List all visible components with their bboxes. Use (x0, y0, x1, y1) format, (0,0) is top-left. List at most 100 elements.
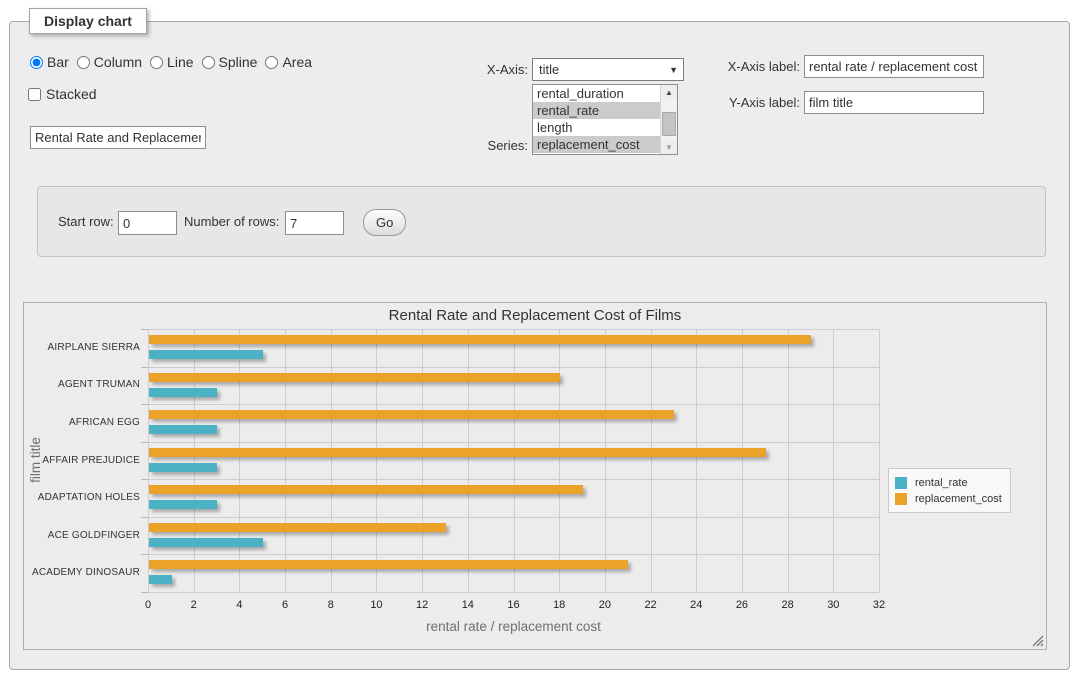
x-axis-selected-value: title (539, 62, 560, 77)
series-options: rental_duration rental_rate length replacem… (533, 85, 660, 154)
display-chart-panel: Display chart Bar Column Line Spline Area St… (9, 8, 1070, 670)
chart-bar-replacement_cost (149, 335, 812, 344)
y-tick-mark (141, 554, 148, 556)
chart-type-radio-bar[interactable] (30, 55, 43, 69)
gridline-horizontal (148, 554, 879, 556)
x-axis-label-input[interactable] (804, 55, 984, 78)
start-row-label: Start row: (58, 214, 114, 229)
series-option-replacement_cost[interactable]: replacement_cost (533, 136, 660, 153)
y-tick-mark (141, 479, 148, 481)
category-label: AIRPLANE SIERRA (47, 341, 140, 353)
gridline-vertical (422, 329, 424, 592)
chart-type-option-line[interactable]: Line (150, 54, 194, 70)
series-option-length[interactable]: length (537, 120, 573, 135)
x-tick-label: 26 (735, 599, 749, 611)
x-axis-title: rental rate / replacement cost (426, 619, 601, 634)
chart-legend: rental_rate replacement_cost (888, 468, 1011, 513)
y-tick-mark (141, 592, 148, 593)
gridline-vertical (239, 329, 241, 592)
series-scrollbar[interactable]: ▲ ▼ (660, 85, 677, 154)
y-axis-label-input[interactable] (804, 91, 984, 114)
gridline-vertical (696, 329, 698, 592)
y-tick-mark (141, 329, 148, 330)
gridline-vertical (833, 329, 835, 592)
chart-bar-rental_rate (149, 387, 218, 397)
chart-type-radio-line[interactable] (150, 55, 164, 69)
legend-label: rental_rate (915, 476, 968, 489)
chart-type-option-column[interactable]: Column (76, 54, 142, 70)
chart-bar-replacement_cost (149, 410, 675, 420)
x-tick-label: 32 (872, 599, 886, 611)
gridline-vertical (376, 329, 378, 592)
chart-type-label-spline: Spline (218, 54, 258, 70)
chart-type-option-bar[interactable]: Bar (30, 54, 69, 70)
chart-type-radio-group: Bar Column Line Spline Area (30, 54, 320, 70)
series-select-label: Series: (487, 138, 528, 153)
y-tick-mark (141, 516, 148, 518)
gridline-vertical (285, 329, 287, 592)
y-axis-label-label: Y-Axis label: (728, 95, 800, 110)
x-tick-label: 6 (282, 599, 289, 611)
x-axis-select[interactable]: title ▼ (532, 58, 684, 81)
x-tick-label: 16 (507, 599, 520, 611)
x-tick-label: 30 (827, 599, 840, 611)
chart-type-radio-spline[interactable] (201, 55, 215, 69)
gridline-vertical (467, 329, 469, 592)
resize-handle-icon[interactable] (1032, 635, 1044, 647)
gridline-vertical (330, 329, 332, 592)
chart-title-input[interactable] (30, 126, 206, 149)
x-tick-label: 14 (461, 599, 474, 611)
gridline-vertical (604, 329, 606, 592)
num-rows-input[interactable] (285, 211, 344, 235)
chart-type-radio-area[interactable] (265, 55, 279, 69)
x-tick-label: 10 (370, 599, 383, 611)
category-label: ADAPTATION HOLES (37, 492, 140, 504)
category-label: AGENT TRUMAN (57, 379, 140, 391)
panel-title: Display chart (29, 8, 147, 34)
x-tick-label: 4 (236, 599, 243, 611)
legend-swatch-rental_rate (895, 476, 907, 489)
x-tick-label: 20 (598, 599, 611, 611)
chart-bar-rental_rate (149, 500, 218, 510)
x-tick-label: 22 (644, 599, 657, 611)
chart-bar-rental_rate (149, 350, 263, 359)
scroll-up-icon[interactable]: ▲ (661, 85, 677, 99)
chart-bar-replacement_cost (149, 485, 583, 495)
x-tick-label: 2 (190, 599, 197, 611)
chart-bar-replacement_cost (149, 372, 560, 382)
stacked-checkbox[interactable] (28, 87, 41, 101)
gridline-vertical (650, 329, 652, 592)
scroll-thumb[interactable] (662, 112, 676, 136)
gridline-horizontal (148, 329, 879, 330)
gridline-horizontal (148, 366, 879, 368)
dropdown-arrow-icon: ▼ (669, 64, 678, 75)
start-row-input[interactable] (118, 211, 177, 235)
row-range-panel: Start row: Number of rows: Go (37, 186, 1046, 257)
go-button[interactable]: Go (363, 209, 407, 236)
stacked-checkbox-row[interactable]: Stacked (28, 86, 97, 102)
gridline-vertical (787, 329, 789, 592)
chart-bar-rental_rate (149, 462, 218, 472)
series-option-rental_duration[interactable]: rental_duration (537, 86, 624, 101)
scroll-down-icon[interactable]: ▼ (661, 140, 677, 154)
x-tick-label: 12 (416, 599, 429, 611)
chart-type-label-area: Area (282, 54, 313, 70)
y-tick-mark (141, 441, 148, 443)
chart-type-option-area[interactable]: Area (265, 54, 312, 70)
chart-type-radio-column[interactable] (76, 55, 90, 69)
series-option-rental_rate[interactable]: rental_rate (533, 102, 660, 119)
gridline-vertical (193, 329, 195, 592)
y-axis-title: film title (28, 437, 43, 483)
x-tick-label: 8 (327, 599, 334, 611)
chart-bar-replacement_cost (149, 522, 446, 532)
legend-item: replacement_cost (895, 491, 1002, 506)
category-label: AFRICAN EGG (68, 416, 140, 428)
chart-bar-replacement_cost (149, 447, 766, 457)
x-tick-label: 28 (781, 599, 794, 611)
legend-label: replacement_cost (915, 492, 1002, 505)
chart-type-option-spline[interactable]: Spline (201, 54, 258, 70)
category-label: ACADEMY DINOSAUR (31, 567, 140, 579)
gridline-horizontal (148, 592, 879, 593)
series-listbox[interactable]: rental_duration rental_rate length replacem… (532, 84, 678, 155)
